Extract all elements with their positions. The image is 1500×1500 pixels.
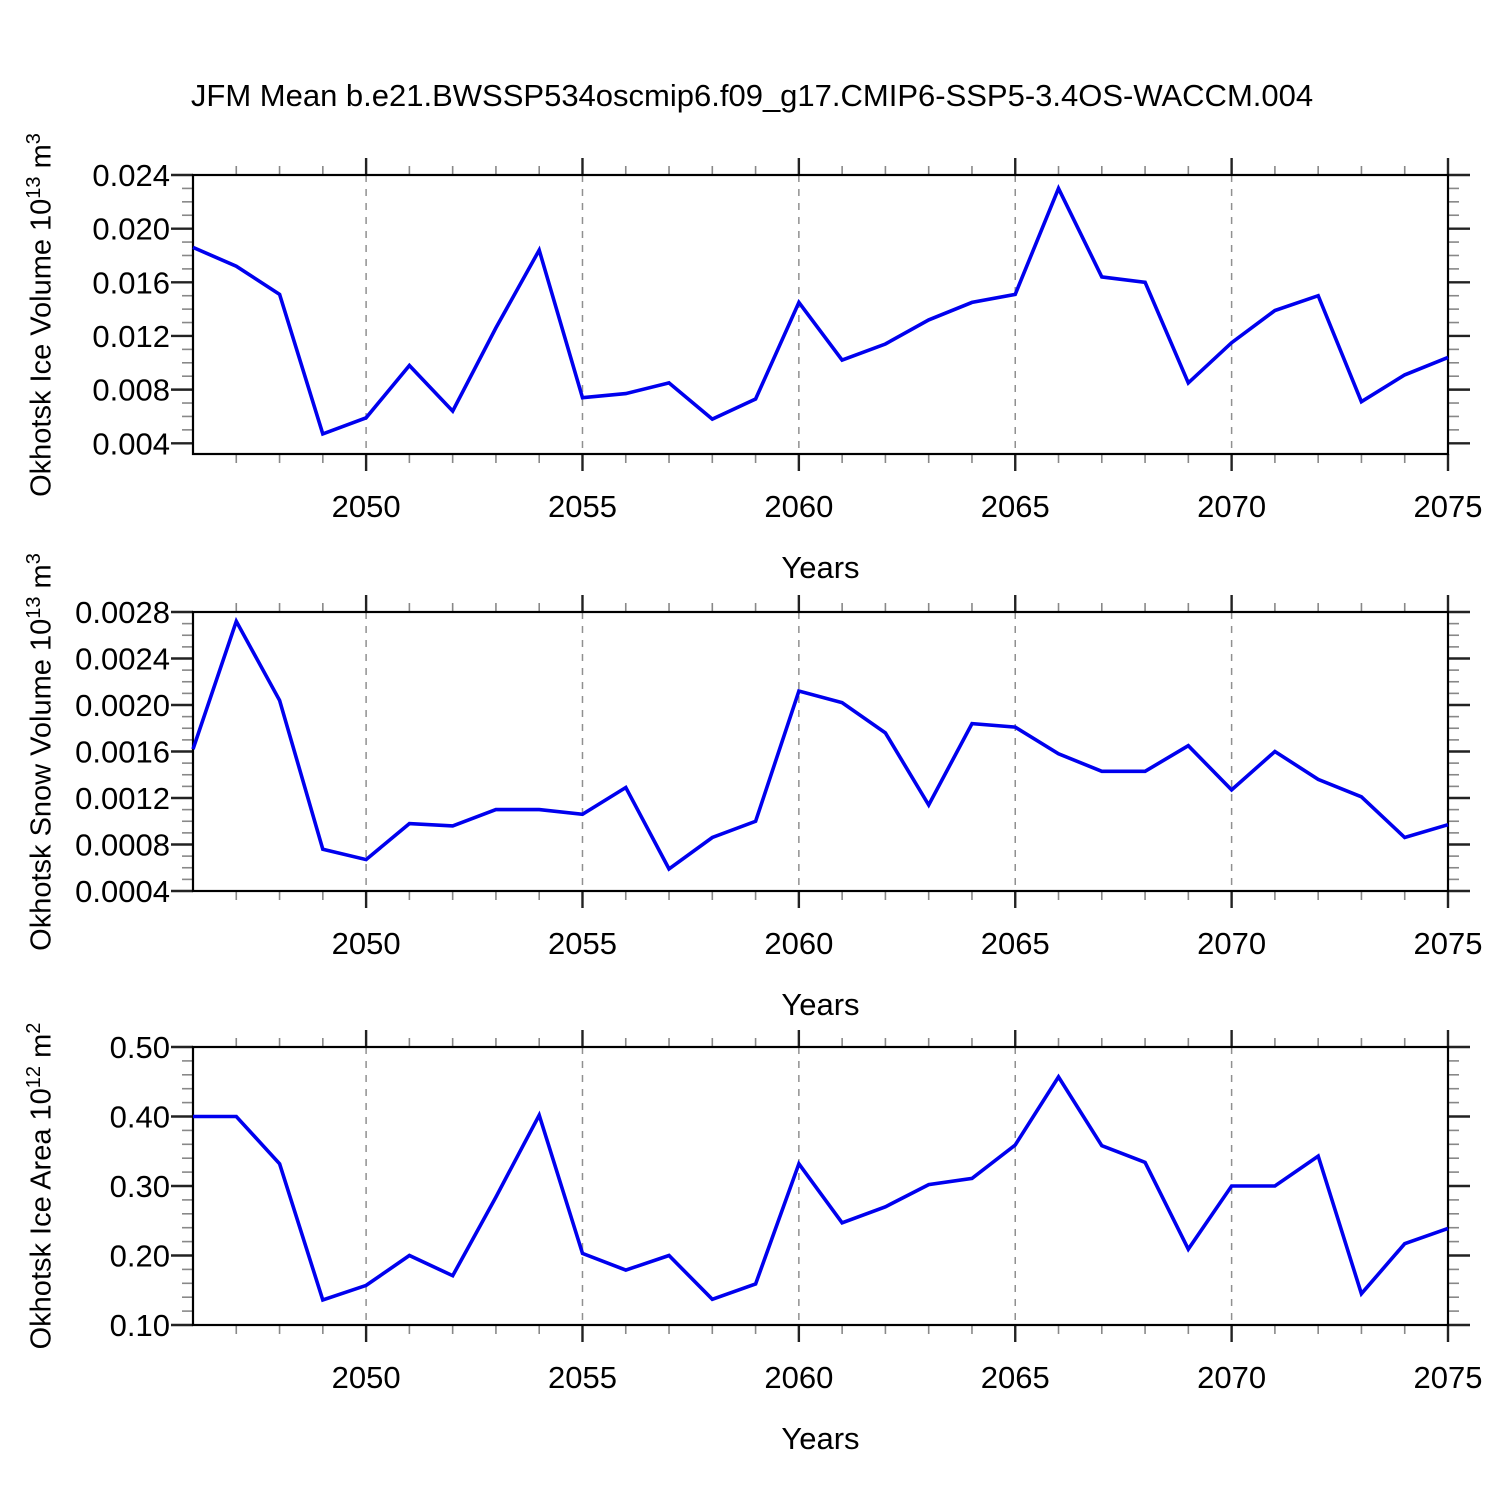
x-tick-label-2075: 2075 xyxy=(1414,489,1483,524)
x-tick-label-2070: 2070 xyxy=(1197,489,1266,524)
x-tick-label-2050: 2050 xyxy=(332,489,401,524)
y-tick-label: 0.0024 xyxy=(75,642,170,677)
panel-snow-volume: 0.0004 0.0008 0.0012 0.0016 0.0020 0.0024 0.00… xyxy=(75,595,1482,1022)
x-tick-label-2060: 2060 xyxy=(764,1360,833,1395)
x-tick-label-2065: 2065 xyxy=(981,926,1050,961)
y-tick-label: 0.50 xyxy=(110,1030,170,1065)
y-tick-label: 0.10 xyxy=(110,1308,170,1343)
y-tick-label: 0.0012 xyxy=(75,781,170,816)
x-axis-title-years: Years xyxy=(781,550,859,585)
x-tick-label-2065: 2065 xyxy=(981,489,1050,524)
y-tick-label: 0.0016 xyxy=(75,735,170,770)
x-tick-label-2075: 2075 xyxy=(1414,1360,1483,1395)
ice-area-line xyxy=(193,1073,1449,1303)
plot-title: JFM Mean b.e21.BWSSP534oscmip6.f09_g17.C… xyxy=(190,78,1314,113)
x-tick-label-2070: 2070 xyxy=(1197,926,1266,961)
plot-frame-ice-volume xyxy=(191,173,1450,456)
panel-ice-area: 0.10 0.20 0.30 0.40 0.50 2050 2055 2060 2065 2070… xyxy=(110,1030,1483,1456)
y-tick-label: 0.0020 xyxy=(75,688,170,723)
y-tick-label: 0.016 xyxy=(92,265,170,300)
y-tick-label: 0.40 xyxy=(110,1100,170,1135)
x-tick-label-2055: 2055 xyxy=(548,926,617,961)
plot-frame-ice-area xyxy=(191,1045,1450,1327)
y-tick-label: 0.0004 xyxy=(75,874,170,909)
y-tick-label: 0.30 xyxy=(110,1169,170,1204)
x-tick-label-2055: 2055 xyxy=(548,1360,617,1395)
x-axis-title-years: Years xyxy=(781,1421,859,1456)
y-tick-label: 0.0028 xyxy=(75,595,170,630)
x-tick-label-2060: 2060 xyxy=(764,926,833,961)
x-tick-label-2060: 2060 xyxy=(764,489,833,524)
ice-volume-line xyxy=(192,184,1449,437)
snow-volume-line xyxy=(191,616,1449,872)
plot-frame-snow-volume xyxy=(191,610,1450,893)
x-tick-label-2050: 2050 xyxy=(332,1360,401,1395)
x-tick-label-2055: 2055 xyxy=(548,489,617,524)
y-tick-label: 0.012 xyxy=(92,319,170,354)
x-tick-label-2075: 2075 xyxy=(1414,926,1483,961)
x-tick-label-2050: 2050 xyxy=(332,926,401,961)
y-tick-label: 0.024 xyxy=(92,158,170,193)
y-tick-label: 0.20 xyxy=(110,1239,170,1274)
y-tick-label: 0.008 xyxy=(92,373,170,408)
x-axis-title-years: Years xyxy=(781,987,859,1022)
x-tick-label-2070: 2070 xyxy=(1197,1360,1266,1395)
y-tick-label: 0.0008 xyxy=(75,828,170,863)
y-tick-label: 0.004 xyxy=(92,426,170,461)
x-tick-label-2065: 2065 xyxy=(981,1360,1050,1395)
panel-ice-volume: 0.004 0.008 0.012 0.016 0.020 0.024 2050 2055 20… xyxy=(92,158,1482,585)
y-tick-label: 0.020 xyxy=(92,212,170,247)
